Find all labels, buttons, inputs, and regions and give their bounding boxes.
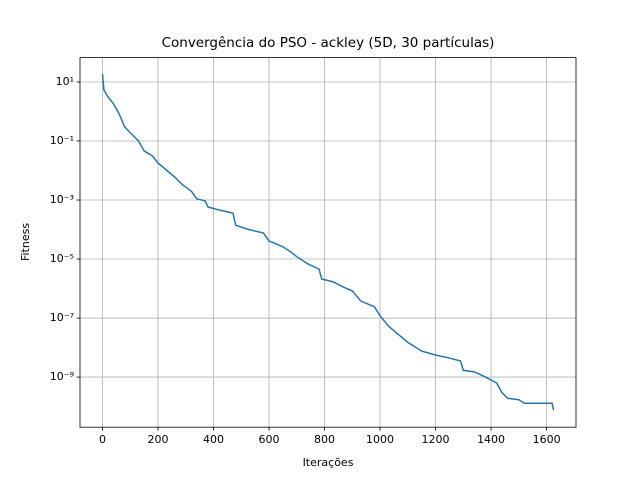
y-tick-label: 10⁻³	[50, 193, 74, 206]
x-tick-label: 600	[259, 433, 280, 446]
x-axis-label: Iterações	[303, 456, 354, 469]
y-axis-label: Fitness	[19, 223, 32, 261]
data-line	[101, 73, 555, 411]
y-tick-label: 10⁻⁵	[50, 252, 74, 265]
x-tick-label: 400	[203, 433, 224, 446]
x-tick-label: 1200	[422, 433, 450, 446]
x-tick-label: 200	[147, 433, 168, 446]
x-tick-label: 1400	[477, 433, 505, 446]
plot-frame	[79, 57, 577, 428]
x-tick-label: 1600	[533, 433, 561, 446]
y-tick-label: 10⁻⁹	[50, 370, 74, 383]
y-tick-label: 10⁻¹	[50, 134, 74, 147]
chart-title: Convergência do PSO - ackley (5D, 30 par…	[162, 35, 495, 51]
x-tick-label: 800	[314, 433, 335, 446]
x-tick-label: 0	[99, 433, 106, 446]
y-tick-label: 10¹	[56, 75, 74, 88]
x-tick-label: 1000	[366, 433, 394, 446]
y-tick-label: 10⁻⁷	[50, 311, 74, 324]
